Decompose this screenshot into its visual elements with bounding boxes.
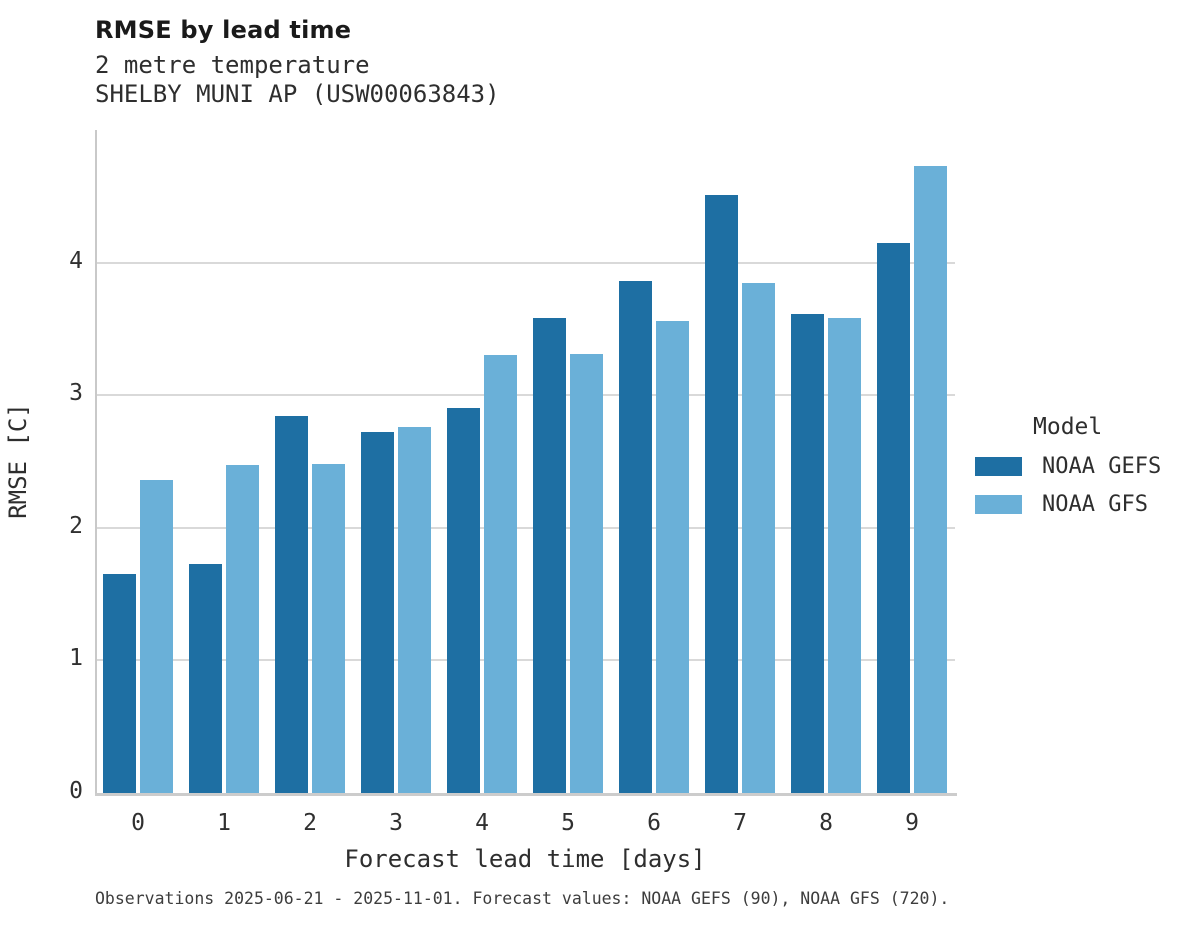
plot-area xyxy=(95,130,957,796)
y-gridline-4 xyxy=(95,261,955,264)
y-tick-label-3: 3 xyxy=(69,380,83,407)
x-tick-label-6: 6 xyxy=(647,810,661,836)
x-axis-title: Forecast lead time [days] xyxy=(344,845,706,873)
chart-title: RMSE by lead time xyxy=(95,16,352,44)
legend-label-noaa-gfs: NOAA GFS xyxy=(1042,492,1148,517)
legend-row-noaa-gefs: NOAA GEFS xyxy=(975,454,1190,479)
legend-title: Model xyxy=(1033,414,1103,440)
x-tick-label-8: 8 xyxy=(819,810,833,836)
legend: Model NOAA GEFS NOAA GFS xyxy=(975,414,1190,530)
footer-note: Observations 2025-06-21 - 2025-11-01. Fo… xyxy=(95,889,950,908)
x-tick-label-5: 5 xyxy=(561,810,575,836)
x-tick-label-2: 2 xyxy=(303,810,317,836)
chart-subtitle-variable: 2 metre temperature xyxy=(95,51,370,79)
bar-noaa-gefs-lead-9 xyxy=(877,242,910,793)
bar-noaa-gfs-lead-0 xyxy=(140,480,173,793)
y-axis-title: RMSE [C] xyxy=(4,403,32,519)
bar-noaa-gefs-lead-4 xyxy=(447,408,480,793)
y-gridline-2 xyxy=(95,526,955,529)
bar-noaa-gefs-lead-3 xyxy=(361,432,394,793)
bar-noaa-gefs-lead-5 xyxy=(533,318,566,793)
bar-noaa-gfs-lead-4 xyxy=(484,355,517,793)
bar-noaa-gfs-lead-5 xyxy=(570,354,603,793)
y-axis-spine xyxy=(95,130,97,793)
x-tick-label-7: 7 xyxy=(733,810,747,836)
bar-noaa-gfs-lead-8 xyxy=(828,318,861,793)
x-tick-label-1: 1 xyxy=(217,810,231,836)
y-tick-label-1: 1 xyxy=(69,645,83,672)
bar-noaa-gfs-lead-9 xyxy=(914,165,947,793)
bar-noaa-gfs-lead-7 xyxy=(742,282,775,793)
bar-noaa-gefs-lead-7 xyxy=(705,194,738,793)
bar-noaa-gfs-lead-3 xyxy=(398,427,431,793)
bar-noaa-gefs-lead-1 xyxy=(189,563,222,793)
x-tick-label-4: 4 xyxy=(475,810,489,836)
x-tick-label-0: 0 xyxy=(131,810,145,836)
x-axis-spine xyxy=(95,793,957,796)
y-tick-label-2: 2 xyxy=(69,512,83,539)
bar-noaa-gefs-lead-0 xyxy=(103,574,136,793)
bar-noaa-gfs-lead-2 xyxy=(312,464,345,793)
legend-label-noaa-gefs: NOAA GEFS xyxy=(1042,454,1162,479)
legend-swatch-noaa-gfs xyxy=(975,495,1022,514)
y-tick-label-4: 4 xyxy=(69,247,83,274)
bar-noaa-gfs-lead-6 xyxy=(656,320,689,793)
x-tick-label-9: 9 xyxy=(905,810,919,836)
chart-subtitle-station: SHELBY MUNI AP (USW00063843) xyxy=(95,80,500,108)
y-gridline-1 xyxy=(95,659,955,662)
legend-row-noaa-gfs: NOAA GFS xyxy=(975,492,1190,517)
y-gridline-3 xyxy=(95,394,955,397)
bar-noaa-gefs-lead-6 xyxy=(619,281,652,793)
bar-noaa-gefs-lead-2 xyxy=(275,416,308,793)
legend-swatch-noaa-gefs xyxy=(975,457,1022,476)
bar-noaa-gfs-lead-1 xyxy=(226,465,259,793)
bar-noaa-gefs-lead-8 xyxy=(791,314,824,793)
y-tick-label-0: 0 xyxy=(69,778,83,804)
x-tick-label-3: 3 xyxy=(389,810,403,836)
